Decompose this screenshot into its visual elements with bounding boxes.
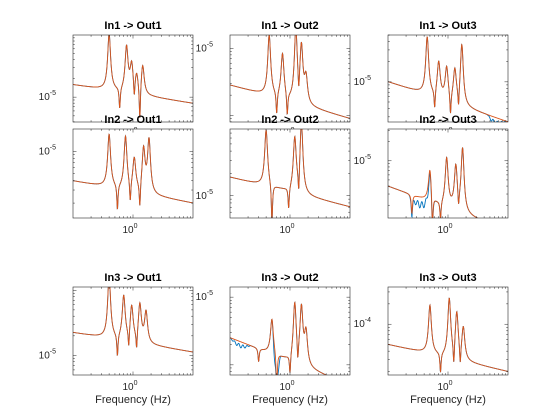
subplot-title: In1 -> Out3 — [419, 20, 476, 32]
series-line-2 — [388, 36, 508, 122]
x-axis-label: Frequency (Hz) — [410, 394, 486, 406]
series-line-2 — [73, 287, 193, 357]
plot-area — [73, 287, 193, 375]
x-axis-label: Frequency (Hz) — [95, 394, 171, 406]
series-line-2 — [230, 35, 350, 119]
plot-area — [230, 287, 350, 375]
subplot-title: In3 -> Out3 — [419, 272, 476, 284]
x-axis-label: Frequency (Hz) — [252, 394, 328, 406]
subplot-title: In1 -> Out1 — [104, 20, 161, 32]
series-line-2 — [388, 147, 479, 218]
plot-area — [230, 129, 350, 218]
plot-area — [230, 35, 350, 122]
series-line-2 — [388, 297, 508, 373]
subplot-title: In3 -> Out2 — [261, 272, 318, 284]
series-line-2 — [73, 133, 193, 210]
subplot-title: In2 -> Out1 — [104, 114, 161, 126]
subplot-title: In3 -> Out1 — [104, 272, 161, 284]
plot-area — [73, 129, 193, 218]
subplot-title: In1 -> Out2 — [261, 20, 318, 32]
series-line-2 — [230, 129, 350, 218]
plot-area — [388, 287, 508, 375]
series-line-2 — [73, 35, 193, 118]
subplot-title: In2 -> Out3 — [419, 114, 476, 126]
subplot-title: In2 -> Out2 — [261, 114, 318, 126]
